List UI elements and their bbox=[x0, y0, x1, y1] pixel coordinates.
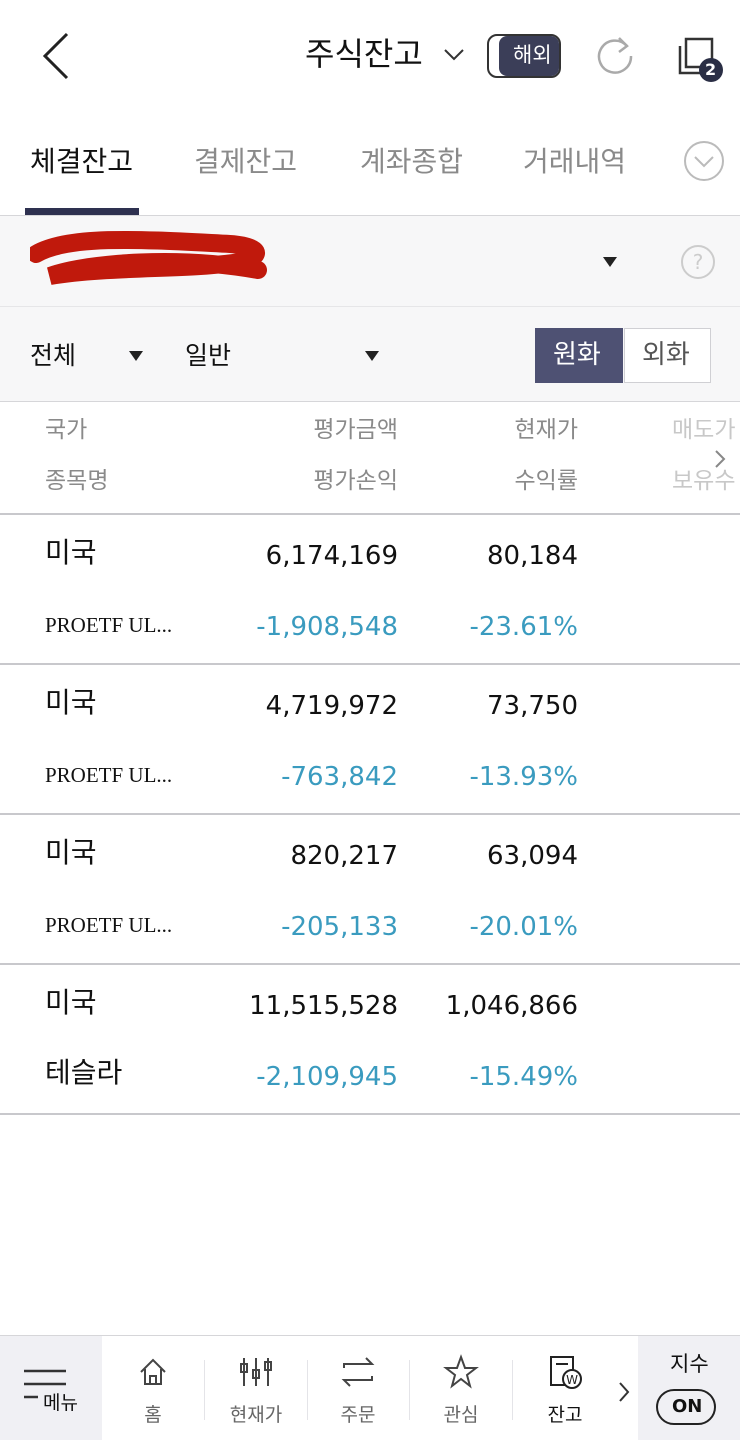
menu-button[interactable]: 메뉴 bbox=[0, 1336, 102, 1440]
nav-icon: W bbox=[550, 1356, 582, 1389]
holding-row[interactable]: 미국 PROETF UL... 820,217 63,094 -205,133 -20.0… bbox=[0, 815, 740, 963]
nav-label: 홈 bbox=[144, 1404, 162, 1426]
stock-name: PROETF UL... bbox=[45, 763, 173, 787]
eval-amount: 820,217 bbox=[290, 841, 398, 871]
country: 미국 bbox=[45, 836, 97, 869]
nav-item[interactable]: 관심 bbox=[411, 1336, 511, 1440]
column-header: 종목명 bbox=[45, 468, 109, 494]
account-dropdown[interactable] bbox=[603, 257, 617, 267]
country: 미국 bbox=[45, 986, 97, 1019]
page-title[interactable]: 주식잔고 bbox=[305, 35, 423, 73]
column-header: 평가금액 bbox=[313, 417, 398, 443]
currency-krw-label: 원화 bbox=[553, 340, 601, 370]
stock-name: PROETF UL... bbox=[45, 913, 173, 937]
nav-more[interactable] bbox=[617, 1380, 631, 1404]
row-divider bbox=[0, 813, 740, 815]
eval-pnl: -2,109,945 bbox=[256, 1062, 398, 1092]
stock-name: 테슬라 bbox=[45, 1056, 123, 1089]
region-label: 해외 bbox=[513, 43, 552, 67]
current-price: 80,184 bbox=[487, 541, 578, 571]
column-header: 평가손익 bbox=[313, 468, 398, 494]
row-divider bbox=[0, 963, 740, 965]
nav-icon bbox=[240, 1358, 272, 1386]
return-rate: -20.01% bbox=[469, 912, 578, 942]
region-toggle[interactable]: 해외 bbox=[487, 34, 561, 78]
nav-separator bbox=[204, 1360, 205, 1420]
svg-text:W: W bbox=[566, 1373, 578, 1387]
help-button[interactable]: ? bbox=[680, 244, 716, 280]
windows-button[interactable] bbox=[676, 36, 726, 86]
return-rate: -23.61% bbox=[469, 612, 578, 642]
current-price: 73,750 bbox=[487, 691, 578, 721]
tab-indicator bbox=[25, 208, 139, 215]
country: 미국 bbox=[45, 536, 97, 569]
scroll-right-hint[interactable] bbox=[713, 448, 727, 470]
nav-icon bbox=[341, 1357, 375, 1387]
kind-filter[interactable]: 일반 bbox=[185, 341, 232, 370]
nav-icon bbox=[140, 1358, 166, 1385]
title-dropdown[interactable] bbox=[443, 48, 465, 62]
eval-pnl: -1,908,548 bbox=[256, 612, 398, 642]
nav-item[interactable]: 주문 bbox=[308, 1336, 408, 1440]
market-dropdown[interactable] bbox=[129, 351, 143, 361]
back-button[interactable] bbox=[35, 30, 75, 82]
column-header: 매도가 bbox=[672, 417, 736, 443]
tabs-more[interactable] bbox=[682, 139, 726, 183]
nav-label: 주문 bbox=[340, 1404, 376, 1426]
country: 미국 bbox=[45, 686, 97, 719]
column-header: 현재가 bbox=[514, 417, 578, 443]
redaction bbox=[30, 230, 267, 285]
eval-pnl: -205,133 bbox=[281, 912, 398, 942]
refresh-button[interactable] bbox=[597, 34, 637, 76]
column-header: 국가 bbox=[45, 417, 88, 443]
market-filter[interactable]: 전체 bbox=[30, 341, 77, 370]
eval-amount: 4,719,972 bbox=[265, 691, 398, 721]
nav-item[interactable]: 홈 bbox=[103, 1336, 203, 1440]
column-header: 보유수 bbox=[672, 468, 736, 494]
window-count: 2 bbox=[705, 60, 717, 79]
currency-fx-button[interactable] bbox=[624, 328, 711, 383]
nav-separator bbox=[307, 1360, 308, 1420]
index-toggle[interactable] bbox=[656, 1389, 716, 1425]
nav-label: 관심 bbox=[443, 1404, 479, 1426]
svg-text:?: ? bbox=[693, 250, 704, 274]
table-header: 국가 평가금액 현재가 매도가 종목명 평가손익 수익률 보유수 bbox=[0, 402, 740, 514]
stock-name: PROETF UL... bbox=[45, 613, 173, 637]
nav-label: 잔고 bbox=[547, 1404, 583, 1426]
tab[interactable]: 계좌종합 bbox=[360, 145, 464, 178]
column-header: 수익률 bbox=[514, 468, 578, 494]
index-toggle-label: ON bbox=[672, 1396, 703, 1417]
nav-label: 현재가 bbox=[229, 1404, 283, 1426]
nav-separator bbox=[409, 1360, 410, 1420]
account-row[interactable]: ? bbox=[0, 216, 740, 306]
current-price: 63,094 bbox=[487, 841, 578, 871]
tab[interactable]: 결제잔고 bbox=[194, 145, 298, 178]
row-divider bbox=[0, 1113, 740, 1115]
nav-separator bbox=[512, 1360, 513, 1420]
menu-icon bbox=[24, 1369, 66, 1399]
tab[interactable]: 거래내역 bbox=[523, 145, 627, 178]
index-panel: 지수 ON bbox=[638, 1336, 740, 1440]
nav-item[interactable]: 현재가 bbox=[206, 1336, 306, 1440]
holding-row[interactable]: 미국 PROETF UL... 6,174,169 80,184 -1,908,548 -… bbox=[0, 515, 740, 663]
menu-label: 메뉴 bbox=[43, 1392, 78, 1414]
eval-pnl: -763,842 bbox=[281, 762, 398, 792]
tab-active[interactable]: 체결잔고 bbox=[30, 145, 134, 178]
nav-icon bbox=[443, 1354, 479, 1389]
index-label: 지수 bbox=[670, 1352, 709, 1376]
current-price: 1,046,866 bbox=[445, 991, 578, 1021]
eval-amount: 11,515,528 bbox=[249, 991, 398, 1021]
row-divider bbox=[0, 663, 740, 665]
return-rate: -13.93% bbox=[469, 762, 578, 792]
eval-amount: 6,174,169 bbox=[265, 541, 398, 571]
kind-dropdown[interactable] bbox=[365, 351, 379, 361]
currency-fx-label: 외화 bbox=[642, 340, 690, 370]
holding-row[interactable]: 미국 PROETF UL... 4,719,972 73,750 -763,842 -13… bbox=[0, 665, 740, 813]
return-rate: -15.49% bbox=[469, 1062, 578, 1092]
currency-krw-button[interactable] bbox=[535, 328, 623, 383]
nav-item[interactable]: W 잔고 bbox=[515, 1336, 615, 1440]
